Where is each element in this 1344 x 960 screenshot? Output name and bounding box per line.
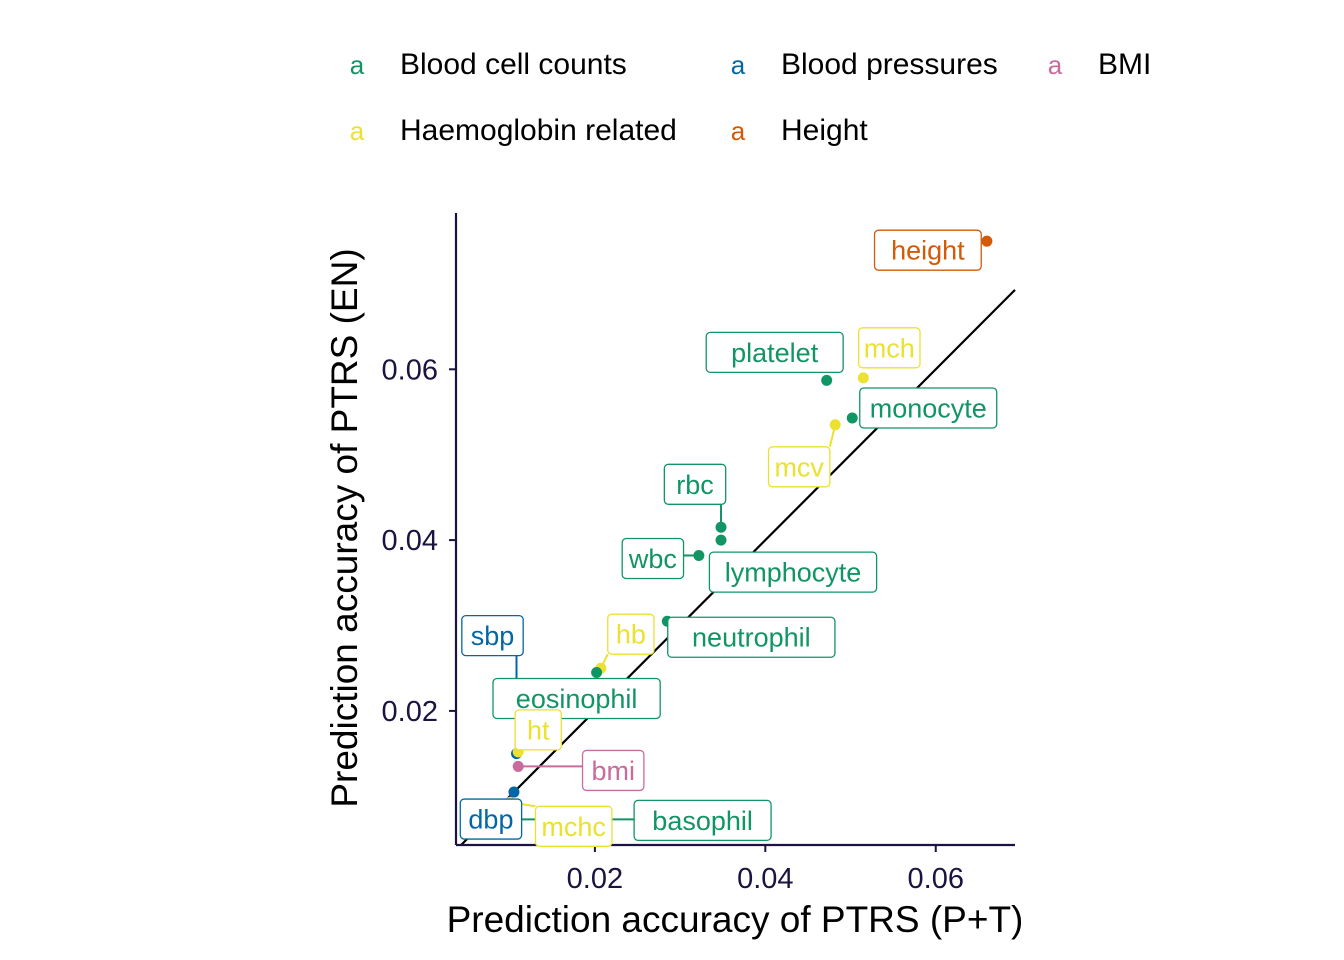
legend-key: a <box>1047 49 1063 80</box>
label-wbc: wbc <box>628 544 677 574</box>
label-monocyte: monocyte <box>870 393 987 423</box>
label-mcv: mcv <box>774 452 824 482</box>
point-mch <box>857 372 869 384</box>
label-box-bmi <box>581 749 645 792</box>
y-tick-label: 0.02 <box>382 696 438 728</box>
label-box-sbp <box>461 614 524 657</box>
x-tick-label: 0.04 <box>737 863 793 895</box>
label-sbp: sbp <box>471 621 515 651</box>
label-bmi: bmi <box>591 756 635 786</box>
point-wbc <box>693 549 705 561</box>
point-monocyte <box>846 412 858 424</box>
label-mchc: mchc <box>541 812 606 842</box>
label-box-ht <box>514 709 562 751</box>
label-eosinophil: eosinophil <box>516 684 638 714</box>
point-dbp <box>508 786 520 798</box>
legend-key: a <box>730 115 746 146</box>
label-neutrophil: neutrophil <box>692 623 811 653</box>
legend-item-blood-cell-counts: a Blood cell counts <box>340 48 627 82</box>
label-box-platelet <box>705 331 844 374</box>
label-ht: ht <box>527 715 550 745</box>
label-box-rbc <box>663 463 727 505</box>
label-hb: hb <box>616 620 646 650</box>
label-box-dbp <box>459 798 523 840</box>
label-mch: mch <box>864 333 915 363</box>
legend-item-height: a Height <box>721 114 868 148</box>
label-height: height <box>891 236 965 266</box>
label-box-hb <box>607 613 655 655</box>
label-box-mch <box>857 327 921 369</box>
label-dbp: dbp <box>468 805 513 835</box>
label-box-neutrophil <box>667 616 836 658</box>
label-box-basophil <box>633 799 772 842</box>
point-platelet <box>821 374 833 386</box>
legend-item-haemoglobin-related: a Haemoglobin related <box>340 114 677 148</box>
legend-label: BMI <box>1098 48 1152 81</box>
legend-label: Blood cell counts <box>400 48 627 81</box>
label-basophil: basophil <box>652 806 753 836</box>
x-axis-title: Prediction accuracy of PTRS (P+T) <box>447 899 1024 940</box>
legend-key: a <box>349 49 365 80</box>
point-rbc <box>715 521 727 533</box>
legend-key: a <box>730 49 746 80</box>
legend-label: Height <box>781 114 868 147</box>
label-lymphocyte: lymphocyte <box>725 558 862 588</box>
label-box-monocyte <box>859 387 998 429</box>
label-platelet: platelet <box>731 338 819 368</box>
legend-label: Blood pressures <box>781 48 998 81</box>
legend-item-bmi: a BMI <box>1038 48 1152 82</box>
legend-label: Haemoglobin related <box>400 114 677 147</box>
legend-key: a <box>349 115 365 146</box>
label-rbc: rbc <box>676 470 714 500</box>
legend-item-blood-pressures: a Blood pressures <box>721 48 998 82</box>
x-tick-label: 0.06 <box>908 863 964 895</box>
legend: a Blood cell counts a Blood pressures a … <box>340 40 1200 170</box>
y-tick-label: 0.06 <box>382 354 438 386</box>
label-box-wbc <box>621 537 685 580</box>
label-box-eosinophil <box>492 677 661 720</box>
point-labels: height platelet mch monocyte mcv rbc lymphocyt… <box>459 229 998 847</box>
point-mcv <box>829 419 841 431</box>
x-tick-label: 0.02 <box>567 863 623 895</box>
point-lymphocyte <box>715 534 727 546</box>
axes: 0.02 0.04 0.06 0.02 0.04 0.06 <box>382 213 1015 895</box>
point-eosinophil <box>591 666 603 678</box>
point-bmi <box>512 760 524 772</box>
label-box-mchc <box>534 805 613 847</box>
point-height <box>981 235 993 247</box>
label-box-height <box>873 229 982 271</box>
y-tick-label: 0.04 <box>382 525 438 557</box>
label-box-mcv <box>767 446 831 488</box>
y-axis-title: Prediction accuracy of PTRS (EN) <box>324 248 365 807</box>
label-box-lymphocyte <box>708 551 878 593</box>
